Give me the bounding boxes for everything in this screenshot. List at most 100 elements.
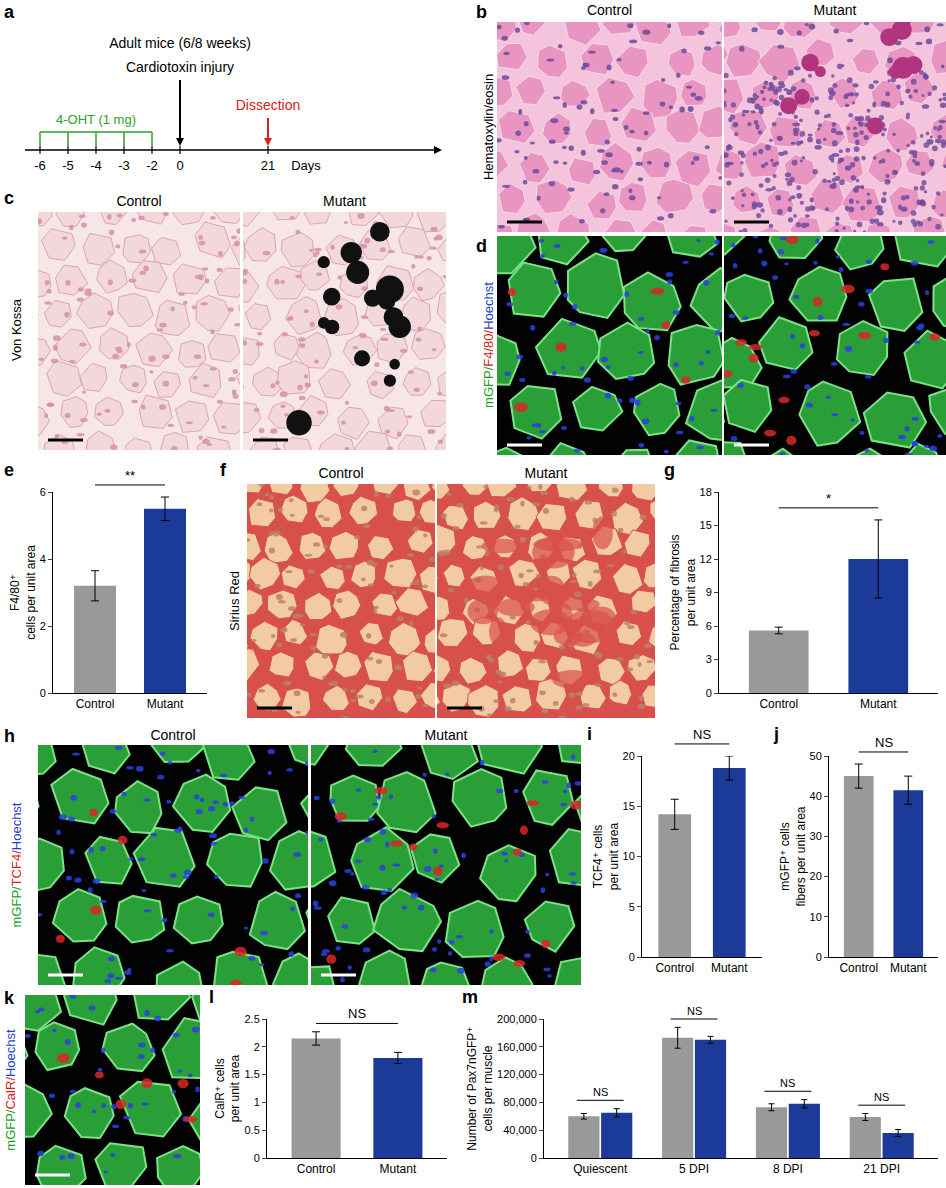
svg-text:160,000: 160,000 [497, 1041, 537, 1053]
svg-text:NS: NS [874, 1091, 889, 1103]
svg-text:NS: NS [693, 727, 711, 742]
svg-text:Mutant: Mutant [425, 727, 468, 743]
svg-text:c: c [4, 188, 14, 208]
svg-text:5: 5 [629, 901, 635, 913]
svg-text:m: m [462, 987, 478, 1007]
svg-text:6: 6 [706, 620, 712, 632]
svg-text:18: 18 [700, 486, 712, 498]
svg-text:12: 12 [700, 553, 712, 565]
svg-text:8 DPI: 8 DPI [773, 1162, 803, 1176]
svg-text:1: 1 [254, 1096, 260, 1108]
svg-text:0: 0 [40, 687, 46, 699]
svg-text:Control: Control [587, 2, 632, 18]
svg-text:0: 0 [531, 1152, 537, 1164]
svg-text:-5: -5 [62, 158, 74, 173]
svg-text:Percentage of fibrosisper unit: Percentage of fibrosisper unit area [668, 534, 698, 650]
svg-text:40: 40 [810, 790, 822, 802]
svg-text:a: a [4, 2, 15, 22]
svg-text:Control: Control [839, 961, 878, 975]
svg-text:Mutant: Mutant [525, 465, 568, 481]
svg-text:NS: NS [593, 1086, 608, 1098]
svg-text:Control: Control [318, 465, 363, 481]
svg-text:Mutant: Mutant [860, 697, 897, 711]
svg-text:120,000: 120,000 [497, 1068, 537, 1080]
svg-text:f: f [220, 460, 227, 480]
svg-text:Mutant: Mutant [814, 2, 857, 18]
svg-text:Days: Days [291, 158, 321, 173]
svg-text:50: 50 [810, 750, 822, 762]
svg-text:NS: NS [348, 1006, 366, 1021]
svg-text:10: 10 [623, 850, 635, 862]
svg-text:4: 4 [40, 553, 46, 565]
svg-text:0: 0 [706, 687, 712, 699]
svg-text:TCF4⁺ cellsper unit area: TCF4⁺ cellsper unit area [591, 822, 621, 890]
svg-text:2: 2 [254, 1041, 260, 1053]
svg-text:9: 9 [706, 586, 712, 598]
svg-text:Control: Control [150, 727, 195, 743]
svg-text:mGFP/CalR/Hoechst: mGFP/CalR/Hoechst [3, 1029, 18, 1151]
svg-text:Dissection: Dissection [236, 97, 301, 113]
svg-text:Control: Control [759, 697, 798, 711]
svg-text:b: b [476, 2, 487, 22]
svg-text:15: 15 [700, 519, 712, 531]
svg-text:mGFP⁺ cellsfibers per unit are: mGFP⁺ cellsfibers per unit area [778, 806, 808, 906]
svg-text:Sirius Red: Sirius Red [227, 571, 242, 631]
svg-text:-6: -6 [34, 158, 46, 173]
svg-text:Mutant: Mutant [380, 1162, 417, 1176]
svg-text:4-OHT (1 mg): 4-OHT (1 mg) [56, 112, 136, 127]
svg-text:15: 15 [623, 800, 635, 812]
svg-text:Mutant: Mutant [323, 193, 366, 209]
svg-text:mGFP/F4/80/Hoechst: mGFP/F4/80/Hoechst [481, 282, 496, 408]
svg-text:Mutant: Mutant [711, 961, 748, 975]
svg-text:d: d [476, 236, 487, 256]
svg-text:*: * [826, 491, 831, 506]
svg-text:l: l [209, 987, 214, 1007]
svg-text:10: 10 [810, 911, 822, 923]
svg-text:**: ** [125, 468, 135, 483]
svg-text:21 DPI: 21 DPI [863, 1162, 900, 1176]
svg-text:80,000: 80,000 [503, 1096, 537, 1108]
svg-text:k: k [4, 988, 15, 1008]
svg-text:Cardiotoxin injury: Cardiotoxin injury [126, 59, 234, 75]
svg-text:0: 0 [629, 951, 635, 963]
svg-text:NS: NS [875, 735, 893, 750]
svg-text:i: i [587, 724, 592, 744]
svg-text:2: 2 [40, 620, 46, 632]
svg-text:Mutant: Mutant [890, 961, 927, 975]
svg-text:mGFP/TCF4/Hoechst: mGFP/TCF4/Hoechst [9, 802, 24, 927]
svg-text:5 DPI: 5 DPI [679, 1162, 709, 1176]
svg-text:Control: Control [76, 697, 115, 711]
svg-text:g: g [664, 460, 675, 480]
svg-text:20: 20 [623, 750, 635, 762]
svg-text:Hematoxylin/eosin: Hematoxylin/eosin [481, 74, 496, 180]
svg-text:0: 0 [816, 951, 822, 963]
svg-text:40,000: 40,000 [503, 1124, 537, 1136]
svg-text:NS: NS [780, 1077, 795, 1089]
svg-text:6: 6 [40, 486, 46, 498]
svg-text:-3: -3 [118, 158, 130, 173]
svg-text:Control: Control [116, 193, 161, 209]
svg-text:-4: -4 [90, 158, 102, 173]
svg-text:Number of Pax7nGFP⁺cells per m: Number of Pax7nGFP⁺cells per muscle [465, 1026, 495, 1150]
svg-text:21: 21 [261, 158, 275, 173]
svg-text:0: 0 [176, 158, 183, 173]
svg-text:Control: Control [297, 1162, 336, 1176]
svg-text:e: e [4, 460, 14, 480]
svg-text:200,000: 200,000 [497, 1013, 537, 1025]
svg-text:Adult mice (6/8 weeks): Adult mice (6/8 weeks) [109, 35, 251, 51]
svg-text:-2: -2 [146, 158, 158, 173]
svg-text:0: 0 [254, 1152, 260, 1164]
svg-text:3: 3 [706, 653, 712, 665]
svg-text:F4/80⁺cells per unit area: F4/80⁺cells per unit area [8, 545, 38, 640]
svg-text:0.5: 0.5 [245, 1124, 260, 1136]
svg-text:2.5: 2.5 [245, 1013, 260, 1025]
svg-text:CalR⁺ cellsper unit area: CalR⁺ cellsper unit area [213, 1054, 243, 1122]
svg-text:20: 20 [810, 870, 822, 882]
svg-text:30: 30 [810, 830, 822, 842]
svg-text:Control: Control [655, 961, 694, 975]
svg-text:Quiescent: Quiescent [573, 1162, 628, 1176]
svg-text:Von Kossa: Von Kossa [9, 298, 24, 361]
svg-text:Mutant: Mutant [147, 697, 184, 711]
svg-text:NS: NS [687, 1005, 702, 1017]
svg-text:j: j [773, 724, 779, 744]
